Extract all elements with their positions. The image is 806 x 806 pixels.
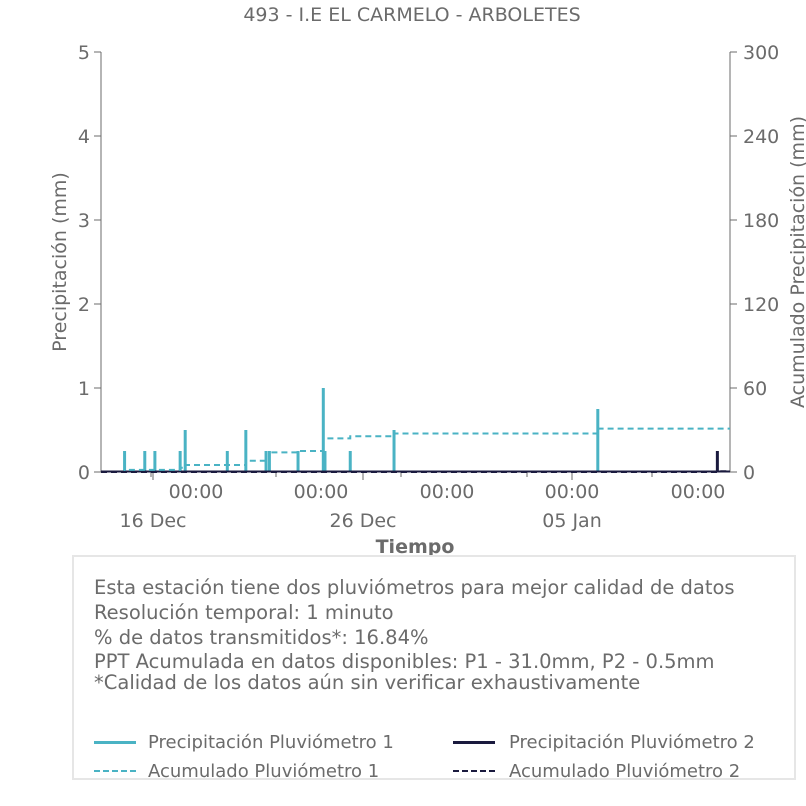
info-line-transmitted: % de datos transmitidos*: 16.84% bbox=[94, 626, 429, 649]
chart-title: 493 - I.E EL CARMELO - ARBOLETES bbox=[243, 4, 580, 26]
x-tick-label-time: 00:00 bbox=[671, 481, 726, 503]
x-tick-label-time: 00:00 bbox=[294, 481, 349, 503]
legend-label-p2: Precipitación Pluviómetro 2 bbox=[509, 732, 755, 753]
legend-label-a2: Acumulado Pluviómetro 2 bbox=[509, 761, 741, 782]
x-tick-label-time: 00:00 bbox=[420, 481, 475, 503]
y-tick-label: 1 bbox=[78, 378, 90, 400]
accumulated-line-2 bbox=[101, 427, 730, 473]
y2-tick-label: 180 bbox=[743, 210, 779, 232]
legend-swatch-a2 bbox=[453, 770, 495, 772]
x-tick-label-time: 00:00 bbox=[169, 481, 224, 503]
y2-tick-label: 240 bbox=[743, 126, 779, 148]
legend-swatch-a1 bbox=[94, 770, 136, 772]
x-tick-label-date: 16 Dec bbox=[120, 510, 187, 532]
legend-label-p1: Precipitación Pluviómetro 1 bbox=[148, 732, 394, 753]
plot-area: 0 1 2 3 4 5 0 60 120 180 240 300 00:00 00:00 00:00 00:0… bbox=[78, 42, 779, 532]
info-line-quality-note: *Calidad de los datos aún sin verificar … bbox=[94, 671, 641, 694]
legend-swatch-p2 bbox=[453, 741, 495, 744]
y2-tick-label: 0 bbox=[743, 462, 755, 484]
y-tick-label: 4 bbox=[78, 126, 90, 148]
y2-tick-label: 120 bbox=[743, 294, 779, 316]
info-line-resolution: Resolución temporal: 1 minuto bbox=[94, 601, 394, 624]
legend-label-a1: Acumulado Pluviómetro 1 bbox=[148, 761, 380, 782]
legend-swatch-p1 bbox=[94, 741, 136, 744]
y-tick-label: 5 bbox=[78, 42, 90, 64]
y2-tick-label: 300 bbox=[743, 42, 779, 64]
y-tick-label: 3 bbox=[78, 210, 90, 232]
y2-axis-label: Acumulado Precipitación (mm) bbox=[787, 116, 806, 408]
y-tick-label: 0 bbox=[78, 462, 90, 484]
x-tick-label-time: 00:00 bbox=[545, 481, 600, 503]
x-axis-label: Tiempo bbox=[376, 536, 455, 558]
info-line-stations: Esta estación tiene dos pluviómetros par… bbox=[94, 576, 735, 599]
y2-tick-label: 60 bbox=[743, 378, 767, 400]
info-line-accumulated: PPT Acumulada en datos disponibles: P1 -… bbox=[94, 650, 715, 673]
info-box: Esta estación tiene dos pluviómetros par… bbox=[72, 555, 796, 782]
accumulated-line-3 bbox=[101, 470, 730, 473]
y-tick-label: 2 bbox=[78, 294, 90, 316]
x-tick-label-date: 26 Dec bbox=[330, 510, 397, 532]
precipitation-chart: 493 - I.E EL CARMELO - ARBOLETES 0123450… bbox=[49, 4, 806, 558]
y-axis-label: Precipitación (mm) bbox=[49, 172, 71, 352]
x-tick-label-date: 05 Jan bbox=[542, 510, 602, 532]
